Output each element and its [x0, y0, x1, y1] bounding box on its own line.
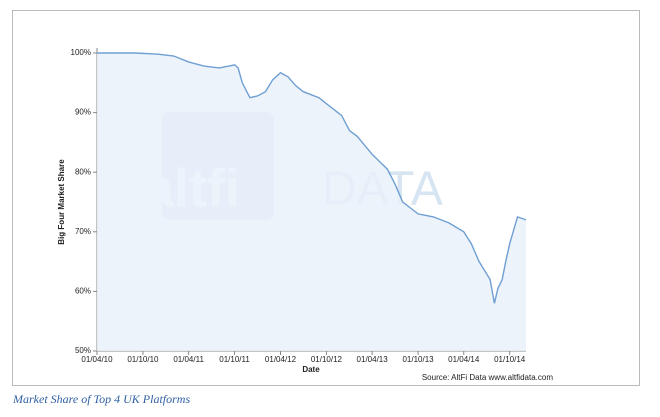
chart-border	[12, 10, 640, 386]
x-tick-label: 01/10/11	[219, 355, 250, 364]
x-tick-label: 01/04/13	[357, 355, 389, 364]
x-tick-label: 01/04/11	[173, 355, 204, 364]
x-tick-label: 01/10/14	[494, 355, 526, 364]
y-tick-label: 50%	[75, 346, 91, 355]
x-tick-label: 01/04/14	[448, 355, 480, 364]
x-tick-label: 01/10/12	[311, 355, 343, 364]
y-tick-label: 80%	[75, 167, 91, 176]
y-axis-label: Big Four Market Share	[57, 159, 66, 245]
y-tick-label: 60%	[75, 287, 91, 296]
source: Source: AltFi Data www.altfidata.com	[422, 373, 554, 382]
x-tick-label: 01/04/10	[81, 355, 113, 364]
y-tick-label: 70%	[75, 227, 91, 236]
caption: Market Share of Top 4 UK Platforms	[13, 392, 191, 406]
x-tick-label: 01/04/12	[265, 355, 297, 364]
y-tick-label: 90%	[75, 108, 91, 117]
area	[97, 53, 526, 351]
x-tick-label: 01/10/10	[127, 355, 159, 364]
x-axis-label: Date	[302, 365, 320, 374]
x-tick-label: 01/10/13	[402, 355, 434, 364]
y-tick-label: 100%	[71, 48, 91, 57]
chart: Big Four Market Share Date Source: AltFi…	[12, 10, 640, 386]
line	[97, 52, 527, 304]
